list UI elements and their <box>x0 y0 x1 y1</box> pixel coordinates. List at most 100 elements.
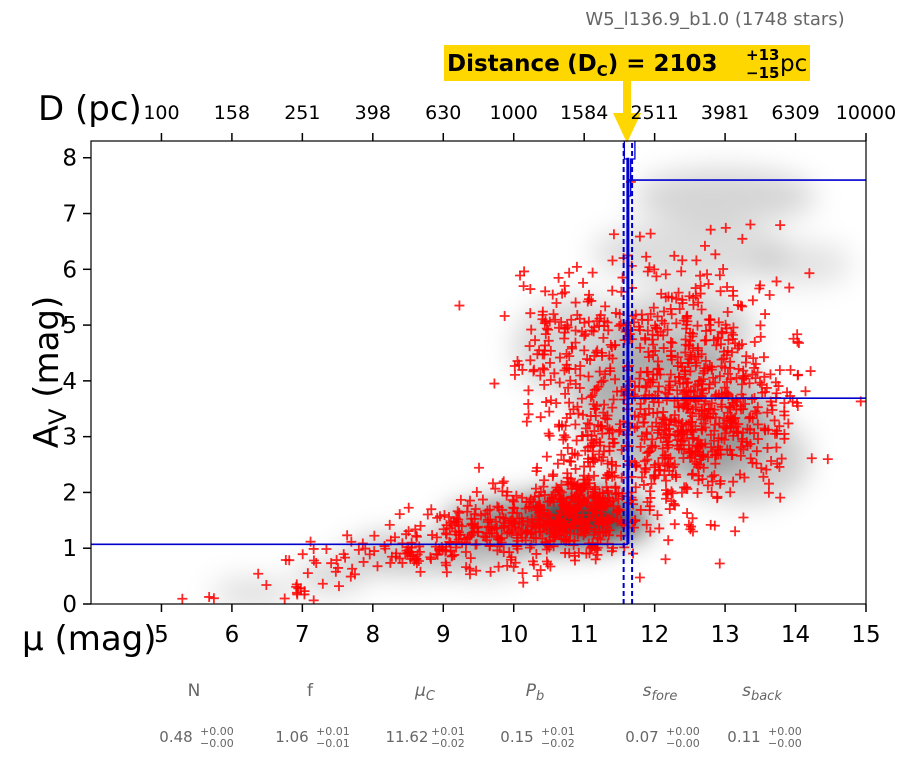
star-point <box>616 472 627 483</box>
star-point <box>454 507 465 518</box>
star-point <box>597 428 608 439</box>
star-point <box>641 519 652 530</box>
star-point <box>656 315 667 326</box>
star-point <box>650 322 661 333</box>
star-point <box>699 240 710 251</box>
star-point <box>685 447 696 458</box>
star-point <box>590 454 601 465</box>
star-point <box>785 364 796 375</box>
star-point <box>606 546 617 557</box>
star-point <box>483 522 494 533</box>
star-point <box>462 506 473 517</box>
star-point <box>653 397 664 408</box>
star-point <box>415 520 426 531</box>
star-point <box>681 482 692 493</box>
star-point <box>641 427 652 438</box>
star-point <box>774 421 785 432</box>
star-point <box>691 255 702 266</box>
star-point <box>722 281 733 292</box>
param-err-minus: −0.00 <box>200 737 234 750</box>
star-point <box>700 355 711 366</box>
star-point <box>749 362 760 373</box>
star-point <box>570 419 581 430</box>
star-point <box>565 375 576 386</box>
star-point <box>346 536 357 547</box>
star-point <box>439 509 450 520</box>
star-point <box>441 560 452 571</box>
star-point <box>642 266 653 277</box>
param-err-plus: +0.01 <box>316 725 350 738</box>
star-point <box>747 369 758 380</box>
star-point <box>683 401 694 412</box>
x-tick-label: 5 <box>154 622 169 648</box>
star-point <box>664 384 675 395</box>
star-point <box>443 511 454 522</box>
star-point <box>584 289 595 300</box>
star-point <box>710 458 721 469</box>
star-point <box>508 496 519 507</box>
top-tick-label: 6309 <box>771 102 819 124</box>
star-point <box>484 541 495 552</box>
star-point <box>523 385 534 396</box>
star-point <box>621 320 632 331</box>
star-point <box>735 469 746 480</box>
star-point <box>317 578 328 589</box>
star-point <box>670 429 681 440</box>
star-point <box>645 228 656 239</box>
x-tick-label: 7 <box>295 622 310 648</box>
param-value: 0.07 <box>625 728 658 746</box>
star-point <box>722 307 733 318</box>
star-point <box>410 524 421 535</box>
star-point <box>720 428 731 439</box>
star-point <box>733 300 744 311</box>
star-point <box>512 507 523 518</box>
star-point <box>475 510 486 521</box>
star-point <box>614 426 625 437</box>
star-point <box>587 390 598 401</box>
star-point <box>639 434 650 445</box>
star-point <box>661 485 672 496</box>
star-point <box>720 319 731 330</box>
star-point <box>712 493 723 504</box>
star-point <box>526 528 537 539</box>
y-tick-label: 1 <box>62 536 77 562</box>
star-point <box>659 460 670 471</box>
star-point <box>471 486 482 497</box>
star-point <box>704 319 715 330</box>
star-point <box>292 589 303 600</box>
star-point <box>613 504 624 515</box>
star-point <box>659 306 669 317</box>
star-point <box>767 405 778 416</box>
star-point <box>775 492 786 503</box>
star-point <box>384 519 395 530</box>
star-point <box>633 411 644 422</box>
star-point <box>729 338 740 349</box>
star-point <box>567 343 578 354</box>
star-point <box>608 394 619 405</box>
star-point <box>582 498 593 509</box>
star-point <box>581 548 592 559</box>
star-point <box>579 345 590 356</box>
star-point <box>716 361 727 372</box>
star-point <box>509 369 520 380</box>
star-point <box>773 381 784 392</box>
star-point <box>551 297 562 308</box>
star-point <box>722 444 733 455</box>
star-point <box>389 532 400 543</box>
star-point <box>561 412 572 423</box>
star-point <box>261 580 272 591</box>
x-axis-label: μ (mag) <box>22 619 157 659</box>
star-point <box>564 351 575 362</box>
star-point <box>793 369 804 380</box>
star-point <box>541 451 552 462</box>
extinction-model <box>91 141 866 604</box>
star-point <box>513 523 524 534</box>
distance-banner-value: 2103 <box>654 51 718 77</box>
star-point <box>666 292 677 303</box>
star-point <box>598 375 609 386</box>
star-point <box>302 568 313 579</box>
star-point <box>719 382 730 393</box>
star-point <box>676 487 687 498</box>
star-point <box>582 354 593 365</box>
star-point <box>666 486 677 497</box>
